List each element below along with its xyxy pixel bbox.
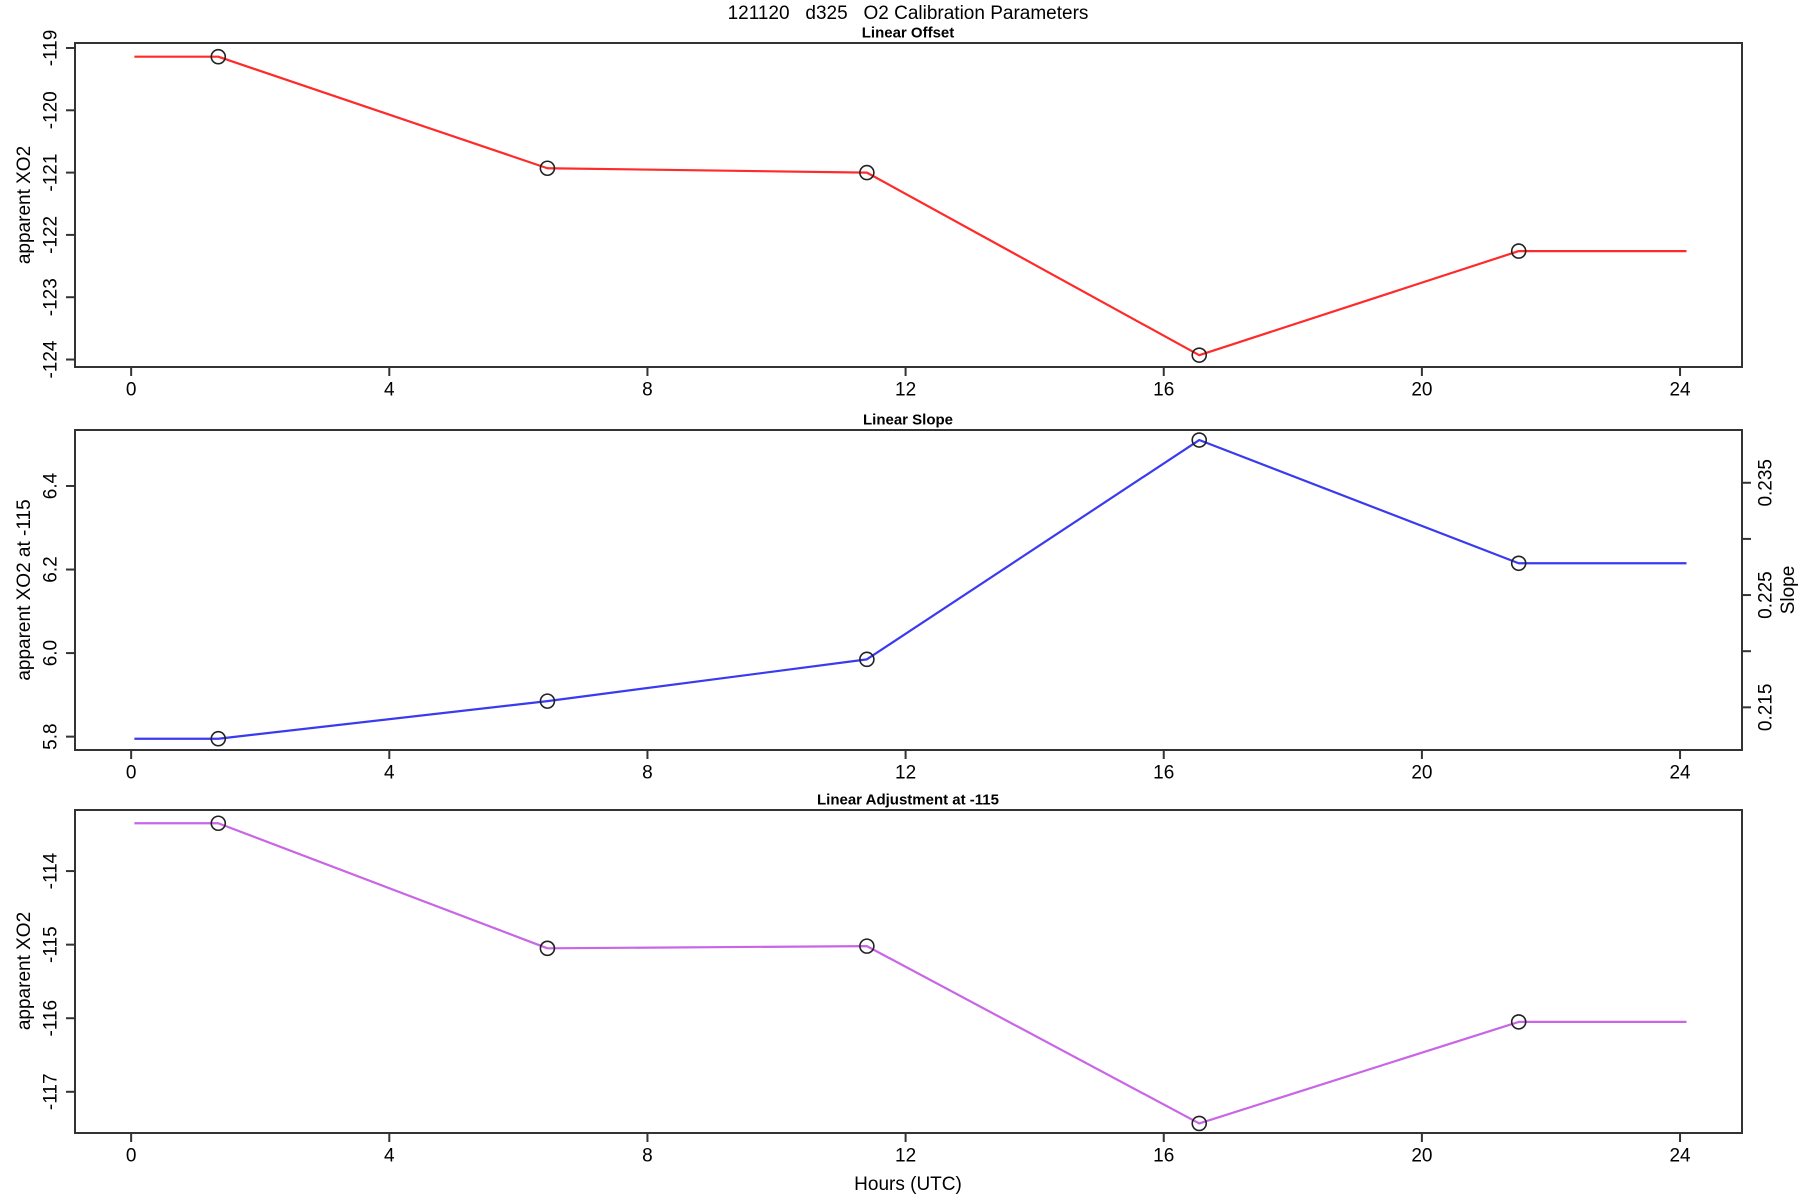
data-point: [1191, 432, 1208, 448]
x-tick-label: 20: [1411, 763, 1432, 784]
data-point: [539, 940, 556, 957]
x-tick-label: 0: [126, 1146, 137, 1167]
data-point: [210, 730, 227, 747]
x-tick-label: 4: [384, 380, 395, 401]
data-point: [1510, 1014, 1527, 1030]
data-point: [210, 48, 227, 65]
plot-border: [74, 429, 1743, 751]
y-tick-label: -124: [41, 340, 62, 378]
y-tick-label: -115: [41, 926, 62, 963]
y-tick-label: 6.2: [41, 556, 62, 582]
y-tick-label: -123: [41, 278, 62, 316]
data-point: [859, 938, 875, 954]
x-tick-label: 16: [1153, 763, 1174, 784]
data-line: [134, 438, 1687, 740]
x-tick-label: 20: [1411, 1146, 1432, 1167]
y-tick-label: -122: [41, 216, 62, 254]
y-tick-label: 6.0: [41, 640, 62, 666]
x-tick-label: 16: [1153, 1146, 1174, 1167]
x-tick-label: 0: [126, 380, 137, 401]
x-tick-label: 16: [1153, 380, 1174, 401]
data-point: [539, 160, 556, 177]
y-tick-label: 5.8: [41, 723, 62, 749]
y-tick-label: -119: [41, 30, 62, 67]
x-tick-label: 8: [642, 763, 653, 784]
right-axis-tick-label: 0.235: [1756, 459, 1777, 507]
y-tick-label: 6.4: [41, 472, 62, 499]
x-tick-label: 8: [642, 380, 653, 401]
x-tick-label: 12: [895, 763, 916, 784]
data-point: [1191, 347, 1208, 363]
y-tick-label: -121: [41, 154, 62, 192]
x-axis-label: Hours (UTC): [854, 1174, 962, 1195]
main-title: 121120 d325 O2 Calibration Parameters: [727, 3, 1089, 24]
x-tick-label: 8: [642, 1146, 653, 1167]
x-tick-label: 12: [895, 380, 916, 401]
plot-border: [74, 42, 1743, 368]
plot-border: [74, 809, 1743, 1134]
y-axis-label-adjustment: apparent XO2: [14, 911, 35, 1031]
x-tick-label: 4: [384, 763, 395, 784]
right-axis-tick-label: 0.225: [1756, 571, 1777, 619]
panel-title-offset: Linear Offset: [861, 24, 955, 42]
x-tick-label: 0: [126, 763, 137, 784]
data-point: [539, 693, 556, 709]
data-point: [210, 815, 227, 832]
x-tick-label: 12: [895, 1146, 916, 1167]
y-tick-label: -116: [41, 1000, 62, 1037]
data-point: [1510, 555, 1527, 572]
x-tick-label: 24: [1669, 380, 1691, 401]
x-tick-label: 20: [1411, 380, 1432, 401]
data-point: [1191, 1115, 1208, 1132]
y-axis-label-offset: apparent XO2: [14, 145, 35, 265]
x-tick-label: 4: [384, 1146, 395, 1167]
data-point: [859, 651, 875, 668]
right-axis-tick-label: 0.215: [1756, 684, 1777, 732]
y-axis-label-slope: apparent XO2 at -115: [14, 499, 35, 681]
y-tick-label: -120: [41, 91, 62, 129]
data-line: [134, 822, 1687, 1125]
panel-title-slope: Linear Slope: [862, 411, 954, 429]
y-tick-label: -114: [41, 852, 62, 889]
right-axis-label-slope: Slope: [1778, 565, 1799, 615]
data-line: [134, 55, 1687, 357]
x-tick-label: 24: [1669, 1146, 1691, 1167]
data-point: [859, 164, 875, 181]
panel-title-adjustment: Linear Adjustment at -115: [817, 791, 999, 809]
x-tick-label: 24: [1669, 763, 1691, 784]
data-point: [1510, 243, 1527, 259]
y-tick-label: -117: [41, 1073, 62, 1110]
